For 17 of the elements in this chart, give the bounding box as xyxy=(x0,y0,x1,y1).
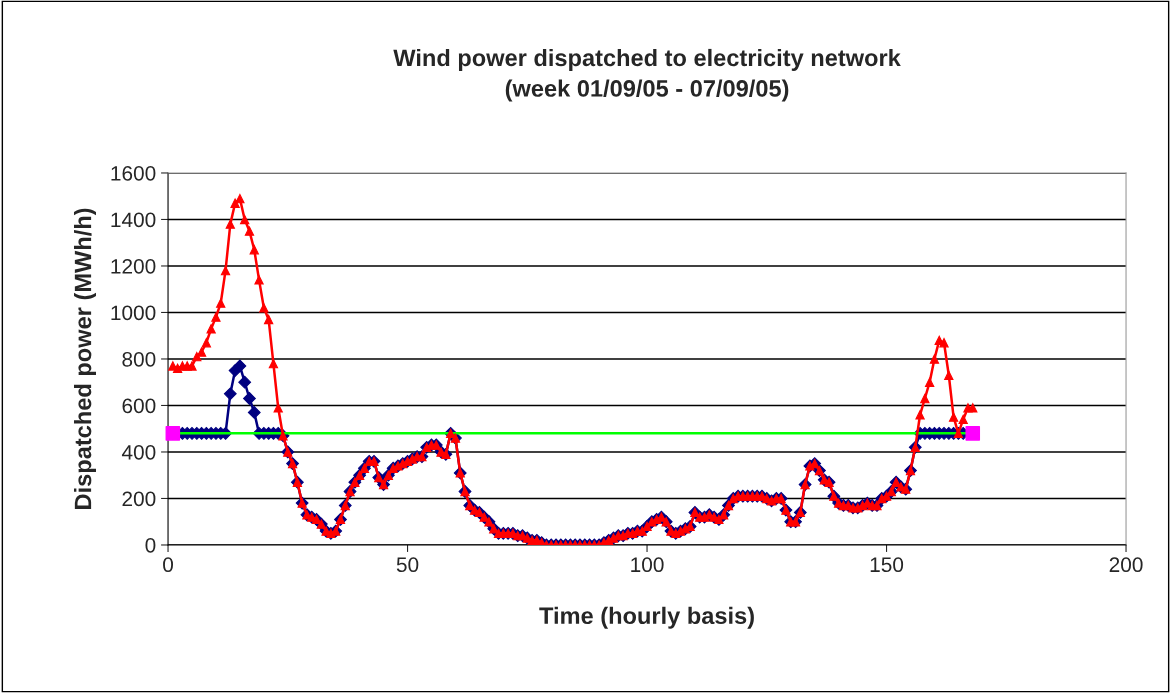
y-tick-label: 600 xyxy=(122,398,156,414)
x-tick-label: 100 xyxy=(631,557,664,573)
x-tick-label: 0 xyxy=(163,557,174,573)
x-axis-title: Time (hourly basis) xyxy=(539,606,754,629)
y-tick-label: 200 xyxy=(122,491,156,507)
x-tick-label: 50 xyxy=(396,557,419,573)
y-tick-label: 1200 xyxy=(111,258,156,274)
chart-title: Wind power dispatched to electricity network (week 01/09/05 - 07/09/05) xyxy=(393,48,901,102)
y-tick-label: 1000 xyxy=(111,305,156,321)
y-tick-label: 1400 xyxy=(111,212,156,228)
x-tick-label: 150 xyxy=(870,557,904,573)
y-tick-label: 1600 xyxy=(111,165,156,181)
x-tick-label: 200 xyxy=(1109,557,1143,573)
y-axis-title: Dispatched power (MWh/h) xyxy=(73,208,96,509)
y-tick-label: 400 xyxy=(121,444,156,460)
y-tick-label: 800 xyxy=(122,351,156,367)
y-tick-label: 0 xyxy=(145,537,156,553)
